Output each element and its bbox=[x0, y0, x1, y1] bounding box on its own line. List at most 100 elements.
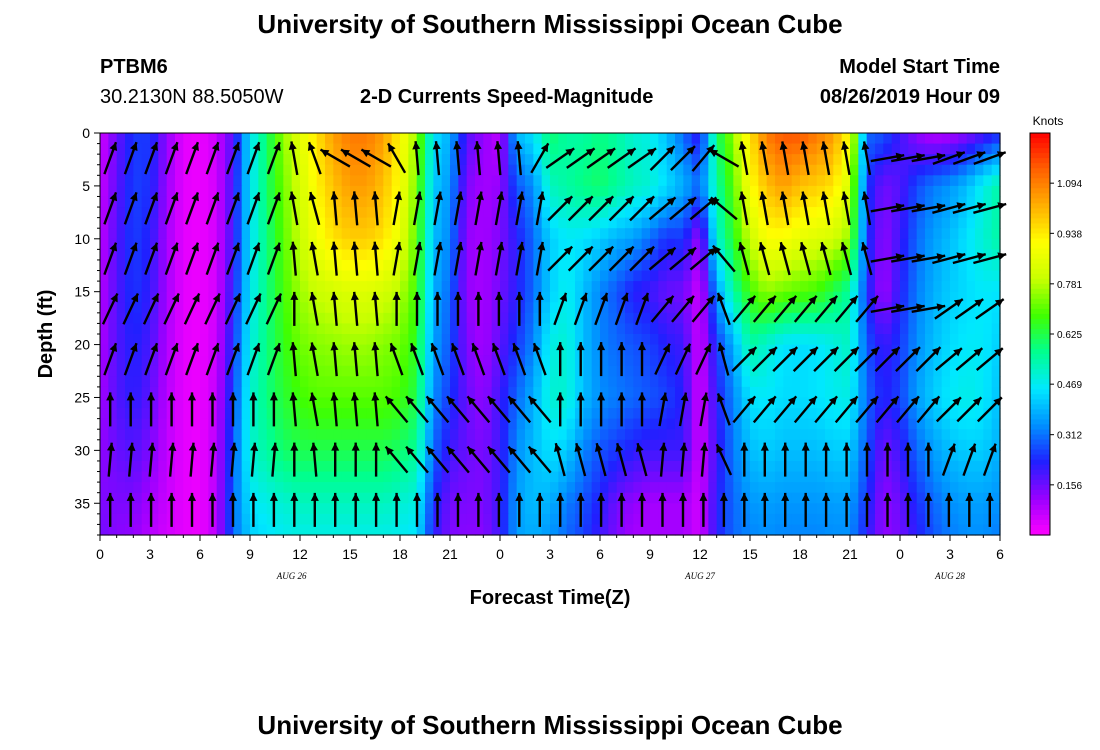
heatmap-cell bbox=[341, 450, 351, 462]
heatmap-cell bbox=[525, 355, 534, 367]
heatmap-cell bbox=[741, 365, 751, 377]
heatmap-cell bbox=[850, 281, 859, 293]
heatmap-cell bbox=[816, 429, 826, 441]
current-arrow bbox=[896, 395, 920, 424]
heatmap-cell bbox=[733, 471, 743, 483]
heatmap-cell bbox=[950, 418, 959, 430]
heatmap-cell bbox=[883, 207, 893, 219]
heatmap-cell bbox=[275, 312, 284, 325]
heatmap-cell bbox=[250, 259, 259, 272]
heatmap-cell bbox=[508, 154, 518, 166]
heatmap-cell bbox=[975, 312, 984, 325]
heatmap-cell bbox=[933, 270, 943, 282]
heatmap-cell bbox=[408, 492, 418, 504]
heatmap-cell bbox=[666, 418, 676, 430]
heatmap-cell bbox=[441, 207, 451, 219]
heatmap-cell bbox=[583, 513, 593, 526]
heatmap-cell bbox=[341, 291, 351, 303]
heatmap-cell bbox=[525, 228, 534, 240]
heatmap-cell bbox=[100, 471, 109, 483]
heatmap-cell bbox=[508, 164, 518, 176]
heatmap-cell bbox=[408, 460, 418, 473]
heatmap-cell bbox=[866, 471, 876, 483]
heatmap-cell bbox=[200, 228, 209, 240]
heatmap-cell bbox=[100, 154, 109, 166]
heatmap-cell bbox=[700, 291, 709, 303]
heatmap-cell bbox=[641, 302, 651, 314]
heatmap-cell bbox=[850, 376, 859, 388]
heatmap-cell bbox=[425, 270, 434, 282]
heatmap-cell bbox=[366, 228, 376, 240]
current-arrow bbox=[466, 445, 491, 474]
current-arrow bbox=[360, 148, 392, 168]
heatmap-cell bbox=[125, 217, 134, 229]
heatmap-cell bbox=[383, 408, 393, 420]
heatmap-cell bbox=[291, 429, 301, 441]
heatmap-cell bbox=[575, 482, 584, 494]
heatmap-cell bbox=[958, 175, 968, 187]
heatmap-cell bbox=[808, 196, 818, 208]
heatmap-cell bbox=[208, 217, 218, 229]
heatmap-cell bbox=[558, 185, 568, 198]
heatmap-cell bbox=[191, 175, 201, 187]
heatmap-cell bbox=[608, 217, 618, 229]
heatmap-cell bbox=[575, 408, 584, 420]
heatmap-cell bbox=[791, 376, 801, 388]
heatmap-cell bbox=[675, 439, 684, 451]
heatmap-cell bbox=[625, 503, 634, 515]
heatmap-cell bbox=[716, 196, 726, 208]
heatmap-cell bbox=[833, 281, 843, 293]
heatmap-cell bbox=[625, 482, 634, 494]
heatmap-cell bbox=[508, 513, 518, 526]
heatmap-cell bbox=[491, 302, 501, 314]
heatmap-cell bbox=[508, 492, 518, 504]
heatmap-cell bbox=[925, 154, 934, 166]
heatmap-cell bbox=[325, 302, 334, 314]
heatmap-cell bbox=[641, 482, 651, 494]
current-arrow bbox=[290, 291, 299, 326]
heatmap-cell bbox=[350, 524, 359, 536]
heatmap-cell bbox=[133, 429, 143, 441]
current-arrow bbox=[106, 392, 115, 427]
heatmap-cell bbox=[833, 323, 843, 335]
heatmap-cell bbox=[516, 503, 526, 515]
current-arrow bbox=[474, 291, 483, 326]
heatmap-cell bbox=[516, 460, 526, 473]
heatmap-cell bbox=[525, 217, 534, 229]
heatmap-cell bbox=[175, 376, 184, 388]
heatmap-cell bbox=[900, 418, 909, 430]
current-arrow bbox=[412, 191, 423, 226]
heatmap-cell bbox=[366, 302, 376, 314]
heatmap-cell bbox=[800, 312, 809, 325]
heatmap-cell bbox=[458, 196, 468, 208]
heatmap-cell bbox=[733, 439, 743, 451]
heatmap-cell bbox=[941, 334, 951, 346]
heatmap-cell bbox=[666, 460, 676, 473]
heatmap-cell bbox=[875, 259, 884, 272]
heatmap-cell bbox=[991, 228, 1001, 240]
heatmap-cell bbox=[541, 408, 551, 420]
heatmap-cell bbox=[433, 429, 443, 441]
heatmap-cell bbox=[783, 429, 793, 441]
heatmap-cell bbox=[675, 524, 684, 536]
heatmap-cell bbox=[308, 302, 318, 314]
current-arrow bbox=[142, 292, 160, 325]
heatmap-cell bbox=[925, 228, 934, 240]
heatmap-cell bbox=[966, 312, 976, 325]
heatmap-cell bbox=[183, 397, 193, 409]
heatmap-cell bbox=[358, 207, 368, 219]
heatmap-cell bbox=[875, 196, 884, 208]
heatmap-cell bbox=[525, 175, 534, 187]
heatmap-cell bbox=[866, 302, 876, 314]
heatmap-cell bbox=[408, 482, 418, 494]
heatmap-cell bbox=[958, 238, 968, 250]
heatmap-cell bbox=[741, 281, 751, 293]
heatmap-cell bbox=[316, 175, 326, 187]
heatmap-cell bbox=[608, 133, 618, 145]
heatmap-cell bbox=[775, 429, 784, 441]
heatmap-cell bbox=[591, 228, 601, 240]
heatmap-cell bbox=[325, 259, 334, 272]
heatmap-cell bbox=[950, 312, 959, 325]
heatmap-cell bbox=[108, 386, 118, 399]
heatmap-cell bbox=[783, 249, 793, 261]
